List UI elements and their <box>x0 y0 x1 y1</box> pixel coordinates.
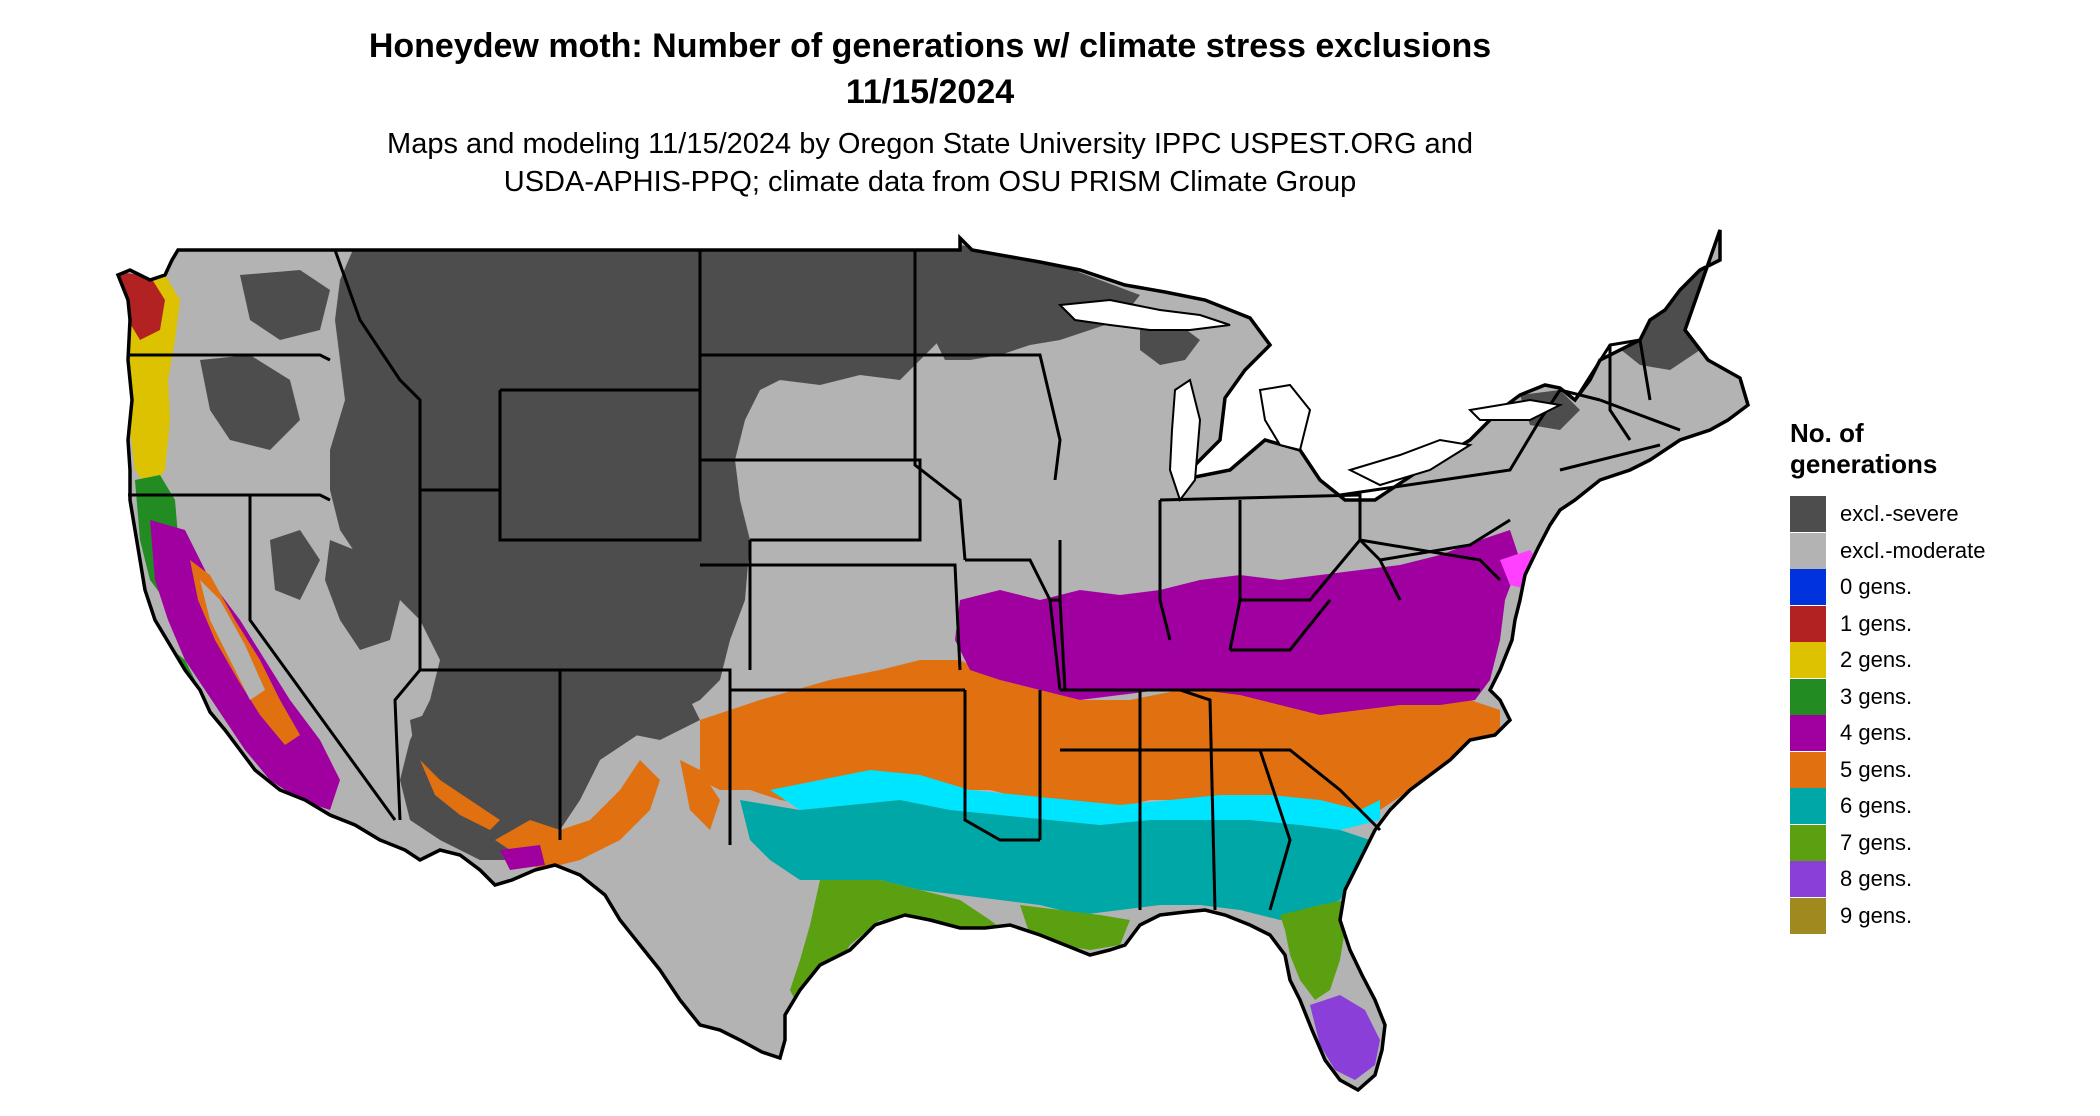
legend-label: 4 gens. <box>1840 720 1913 746</box>
legend-label: 2 gens. <box>1840 647 1913 673</box>
legend-label: 9 gens. <box>1840 902 1913 928</box>
legend-swatch <box>1790 678 1826 715</box>
region-excl-severe <box>200 245 1725 860</box>
legend-label: 7 gens. <box>1840 829 1913 855</box>
legend-swatch <box>1790 788 1826 825</box>
great-lakes <box>1057 298 1564 503</box>
legend-swatch <box>1790 751 1826 788</box>
legend: No. of generations excl.-severe excl.-mod… <box>1790 418 2090 934</box>
map-credit-line-1: Maps and modeling 11/15/2024 by Oregon S… <box>387 128 1473 160</box>
legend-label: excl.-moderate <box>1840 537 1986 563</box>
legend-item: 7 gens. <box>1790 824 2090 862</box>
legend-items: excl.-severe excl.-moderate 0 gens. 1 gens.… <box>1790 496 2090 934</box>
legend-label: 8 gens. <box>1840 866 1913 892</box>
legend-item: excl.-severe <box>1790 496 2090 533</box>
legend-title: No. of generations <box>1790 418 1938 479</box>
legend-item: 8 gens. <box>1790 861 2090 898</box>
legend-swatch <box>1790 569 1826 606</box>
legend-swatch <box>1790 861 1826 898</box>
legend-label: 6 gens. <box>1840 793 1913 819</box>
legend-item: 6 gens. <box>1790 788 2090 825</box>
legend-label: 3 gens. <box>1840 683 1913 709</box>
map-credit-line-2: USDA-APHIS-PPQ; climate data from OSU PR… <box>503 166 1357 198</box>
map-date: 11/15/2024 <box>845 73 1015 111</box>
legend-item: 5 gens. <box>1790 751 2090 789</box>
state-borders <box>116 228 1750 1092</box>
legend-swatch <box>1790 532 1826 569</box>
legend-item: 1 gens. <box>1790 605 2090 643</box>
legend-label: 5 gens. <box>1840 756 1913 782</box>
legend-item: 9 gens. <box>1790 897 2090 935</box>
legend-item: 3 gens. <box>1790 678 2090 716</box>
legend-swatch <box>1790 642 1826 679</box>
legend-label: 0 gens. <box>1840 574 1913 600</box>
region-southwest <box>420 760 720 870</box>
legend-swatch <box>1790 897 1826 934</box>
legend-swatch <box>1790 496 1826 533</box>
legend-swatch <box>1790 605 1826 642</box>
legend-item: 4 gens. <box>1790 715 2090 752</box>
legend-swatch <box>1790 715 1826 752</box>
legend-item: 2 gens. <box>1790 642 2090 679</box>
legend-label: 1 gens. <box>1840 610 1913 636</box>
legend-item: 0 gens. <box>1790 569 2090 606</box>
legend-item: excl.-moderate <box>1790 532 2090 570</box>
legend-swatch <box>1790 824 1826 861</box>
map-title: Honeydew moth: Number of generations w/ … <box>368 27 1492 65</box>
legend-label: excl.-severe <box>1840 501 1959 527</box>
